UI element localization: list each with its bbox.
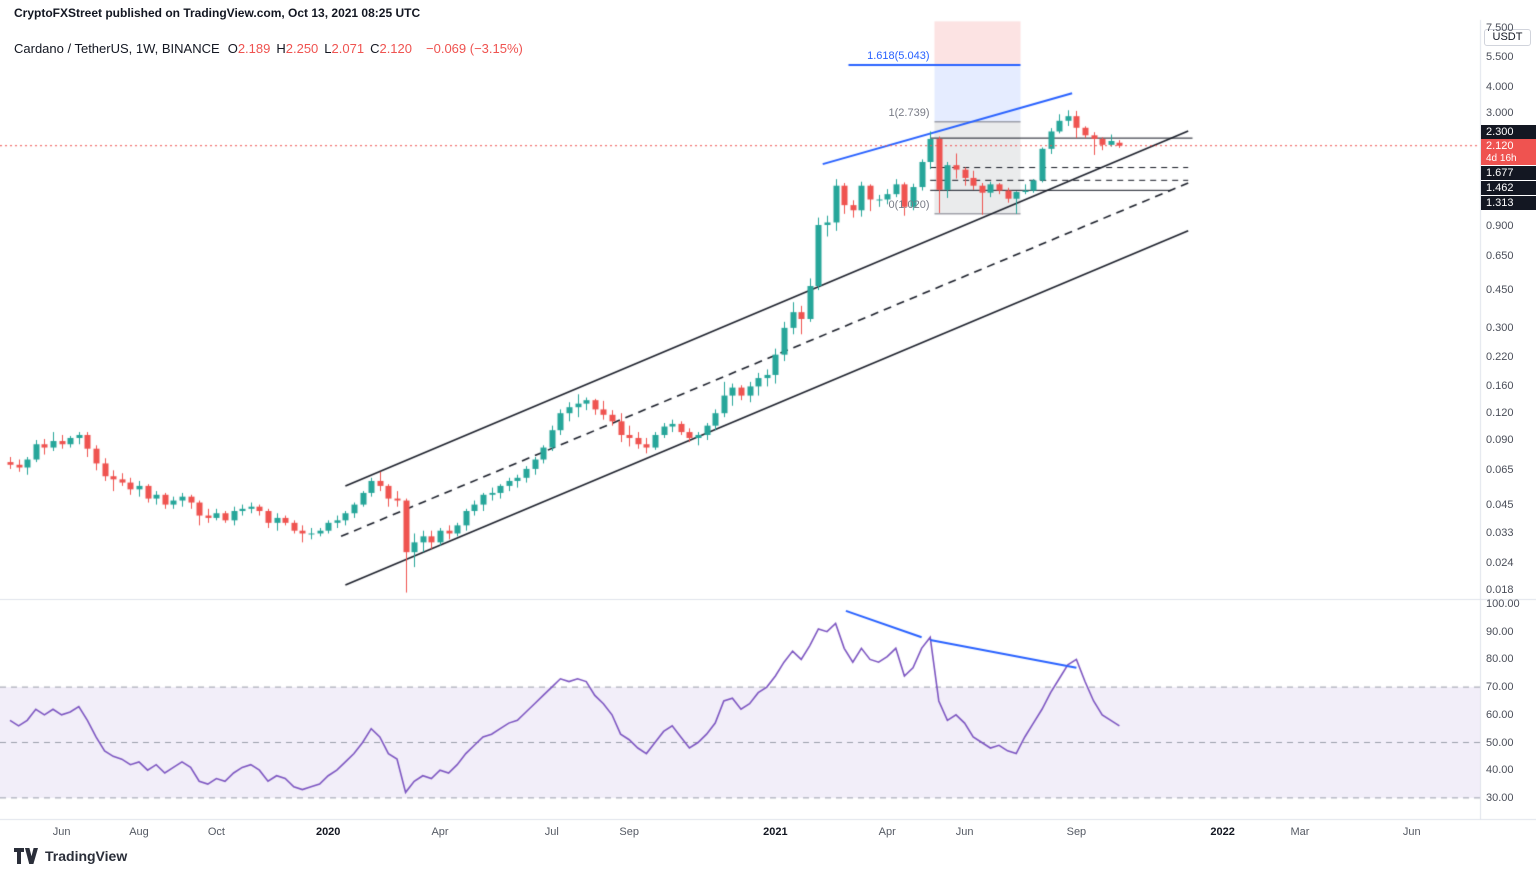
- tradingview-published-chart: { "attribution": "CryptoFXStreet publish…: [0, 0, 1536, 873]
- chart-canvas[interactable]: [0, 0, 1536, 873]
